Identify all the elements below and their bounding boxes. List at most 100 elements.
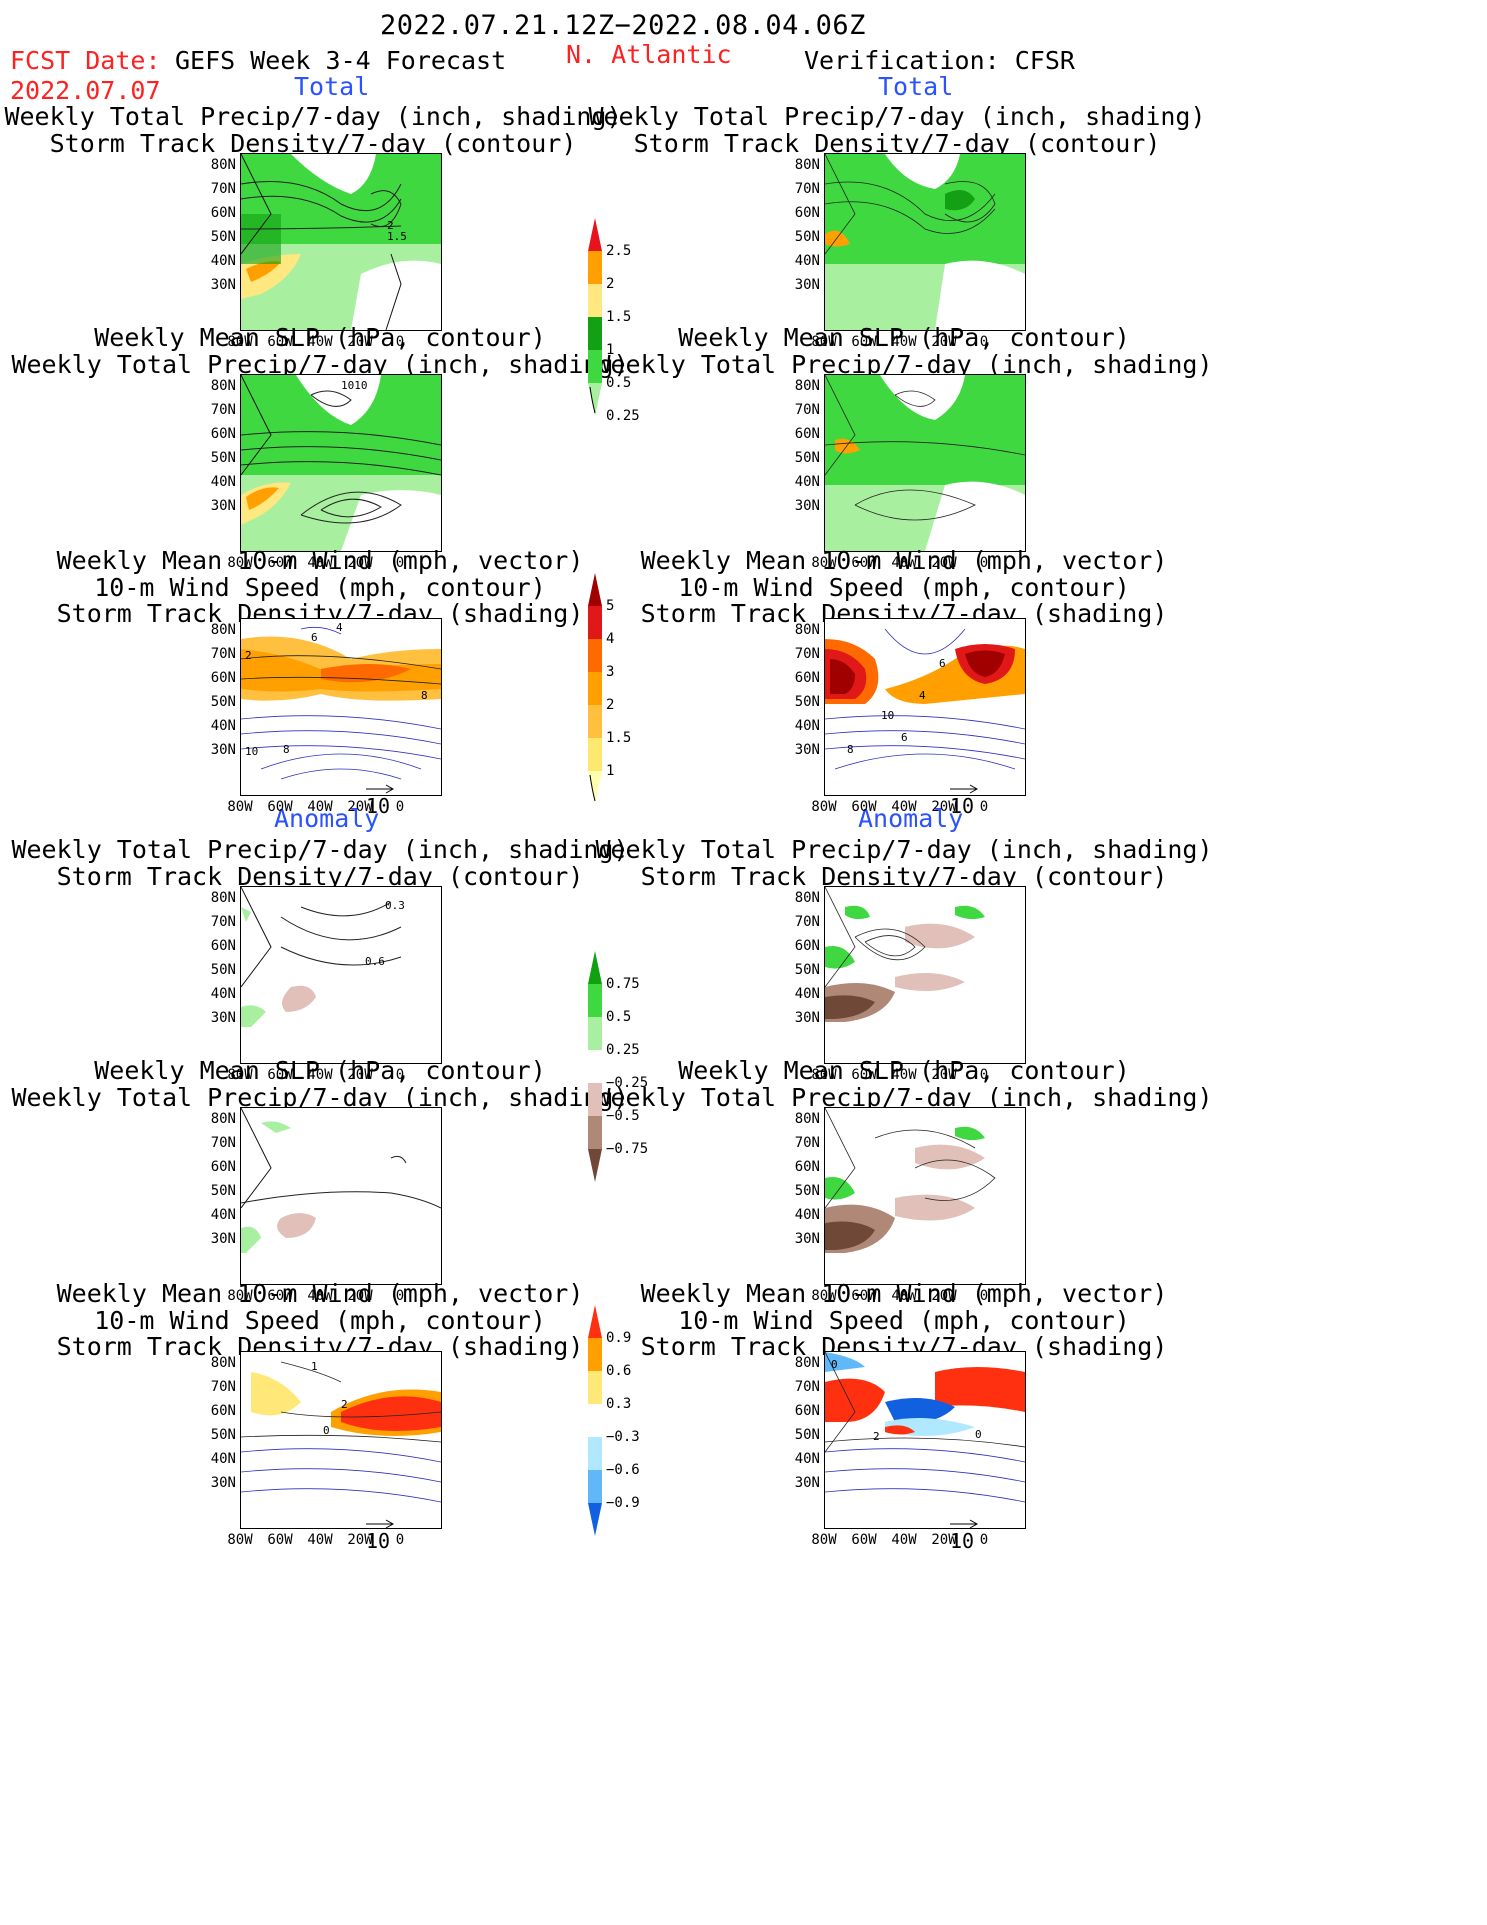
colorbar-label: 1.5 bbox=[606, 309, 632, 325]
colorbar-swatch bbox=[588, 1470, 602, 1503]
colorbar-label: −0.6 bbox=[606, 1462, 640, 1478]
lat-label: 70N bbox=[794, 646, 820, 662]
lat-label: 30N bbox=[794, 498, 820, 514]
panel-title-slp-anom-ob: Weekly Mean SLP (hPa, contour) Weekly To… bbox=[595, 1056, 1213, 1112]
lat-label: 80N bbox=[210, 622, 236, 638]
panel-title-slp-ob: Weekly Mean SLP (hPa, contour) Weekly To… bbox=[595, 323, 1213, 379]
colorbar-cap bbox=[588, 1149, 602, 1182]
lon-label: 40W bbox=[307, 799, 333, 815]
lat-label: 30N bbox=[210, 742, 236, 758]
lon-label: 60W bbox=[267, 555, 293, 571]
lat-label: 40N bbox=[210, 1207, 236, 1223]
colorbar-swatch bbox=[588, 1050, 602, 1083]
panel-title-precip-ob: Weekly Total Precip/7-day (inch, shading… bbox=[588, 102, 1206, 158]
lon-label: 20W bbox=[347, 1067, 373, 1083]
lon-label: 80W bbox=[811, 334, 837, 350]
lat-label: 70N bbox=[210, 1379, 236, 1395]
colorbar-label: 0.25 bbox=[606, 408, 640, 424]
lat-label: 80N bbox=[794, 1355, 820, 1371]
colorbar-swatch bbox=[588, 672, 602, 705]
lat-label: 80N bbox=[210, 1355, 236, 1371]
region-title: N. Atlantic bbox=[566, 40, 732, 69]
lat-label: 60N bbox=[210, 1403, 236, 1419]
contour-label: 1010 bbox=[341, 379, 368, 392]
lat-label: 80N bbox=[794, 1111, 820, 1127]
colorbar-label: 2 bbox=[606, 276, 615, 292]
lon-label: 40W bbox=[307, 1288, 333, 1304]
lat-label: 50N bbox=[794, 450, 820, 466]
vector-scale-left-anomaly: 10 bbox=[366, 1519, 396, 1553]
panel-title-precip-anom-fc: Weekly Total Precip/7-day (inch, shading… bbox=[11, 835, 629, 891]
colorbar-swatch bbox=[588, 350, 602, 383]
lat-label: 80N bbox=[210, 890, 236, 906]
colorbar-swatch bbox=[588, 984, 602, 1017]
lon-label: 60W bbox=[267, 799, 293, 815]
lon-label: 80W bbox=[227, 555, 253, 571]
colorbar-label: 0.5 bbox=[606, 1009, 632, 1025]
colorbar-label: 1 bbox=[606, 342, 615, 358]
lon-label: 20W bbox=[931, 555, 957, 571]
lat-label: 30N bbox=[210, 1231, 236, 1247]
vector-scale-right-anomaly: 10 bbox=[950, 1519, 980, 1553]
period-title: 2022.07.21.12Z−2022.08.04.06Z bbox=[380, 10, 866, 41]
lat-label: 70N bbox=[210, 1135, 236, 1151]
lat-label: 70N bbox=[210, 402, 236, 418]
lat-label: 40N bbox=[794, 1207, 820, 1223]
colorbar-label: 2.5 bbox=[606, 243, 632, 259]
lon-label: 0 bbox=[979, 1288, 989, 1304]
colorbar-label: 3 bbox=[606, 664, 615, 680]
lon-label: 0 bbox=[979, 555, 989, 571]
colorbar-tail bbox=[589, 774, 596, 802]
lon-label: 0 bbox=[395, 1288, 405, 1304]
contour-label: 2 bbox=[341, 1398, 348, 1411]
lon-label: 60W bbox=[851, 334, 877, 350]
map-precip-total-forecast: 2 1.5 bbox=[240, 153, 442, 331]
lon-label: 80W bbox=[227, 799, 253, 815]
colorbar-swatch bbox=[588, 317, 602, 350]
colorbar-swatch bbox=[588, 1083, 602, 1116]
lon-label: 0 bbox=[395, 1532, 405, 1548]
colorbar-label: 0.6 bbox=[606, 1363, 632, 1379]
lat-label: 60N bbox=[210, 670, 236, 686]
lat-label: 30N bbox=[794, 1010, 820, 1026]
contour-label: 0.6 bbox=[365, 955, 385, 968]
colorbar-label: 5 bbox=[606, 598, 615, 614]
lat-label: 30N bbox=[794, 1475, 820, 1491]
lon-label: 80W bbox=[227, 1067, 253, 1083]
lon-label: 40W bbox=[307, 334, 333, 350]
lat-label: 50N bbox=[210, 1427, 236, 1443]
colorbar-swatch bbox=[588, 606, 602, 639]
map-precip-anomaly-forecast: 0.3 0.6 bbox=[240, 886, 442, 1064]
colorbar-label: −0.75 bbox=[606, 1141, 649, 1157]
lon-label: 0 bbox=[395, 799, 405, 815]
colorbar-swatch bbox=[588, 1338, 602, 1371]
lat-label: 50N bbox=[794, 229, 820, 245]
lat-label: 50N bbox=[794, 694, 820, 710]
lat-label: 60N bbox=[794, 938, 820, 954]
lat-label: 70N bbox=[210, 646, 236, 662]
contour-label: 4 bbox=[336, 621, 343, 634]
panel-title-wind-anom-fc: Weekly Mean 10-m Wind (mph, vector) 10-m… bbox=[56, 1279, 584, 1361]
lon-label: 60W bbox=[851, 1067, 877, 1083]
lat-label: 80N bbox=[794, 157, 820, 173]
lat-label: 30N bbox=[210, 277, 236, 293]
lon-label: 20W bbox=[931, 334, 957, 350]
lat-label: 60N bbox=[794, 1403, 820, 1419]
colorbar-label: −0.5 bbox=[606, 1108, 640, 1124]
lon-label: 40W bbox=[307, 1532, 333, 1548]
map-wind-anomaly-verification: 0 2 0 bbox=[824, 1351, 1026, 1529]
lat-label: 30N bbox=[794, 277, 820, 293]
colorbar bbox=[588, 951, 602, 1222]
contour-label: 2 bbox=[245, 649, 252, 662]
lat-label: 70N bbox=[794, 1379, 820, 1395]
lon-label: 40W bbox=[891, 555, 917, 571]
vector-scale-left-total: 10 bbox=[366, 784, 396, 818]
lat-label: 60N bbox=[794, 426, 820, 442]
map-slp-anomaly-verification bbox=[824, 1107, 1026, 1285]
contour-label: 0 bbox=[323, 1424, 330, 1437]
colorbar-label: 0.9 bbox=[606, 1330, 632, 1346]
colorbar-cap bbox=[588, 951, 602, 984]
section-anomaly-right: Anomaly bbox=[858, 804, 964, 833]
panel-title-precip-anom-ob: Weekly Total Precip/7-day (inch, shading… bbox=[595, 835, 1213, 891]
colorbar-label: 1.5 bbox=[606, 730, 632, 746]
